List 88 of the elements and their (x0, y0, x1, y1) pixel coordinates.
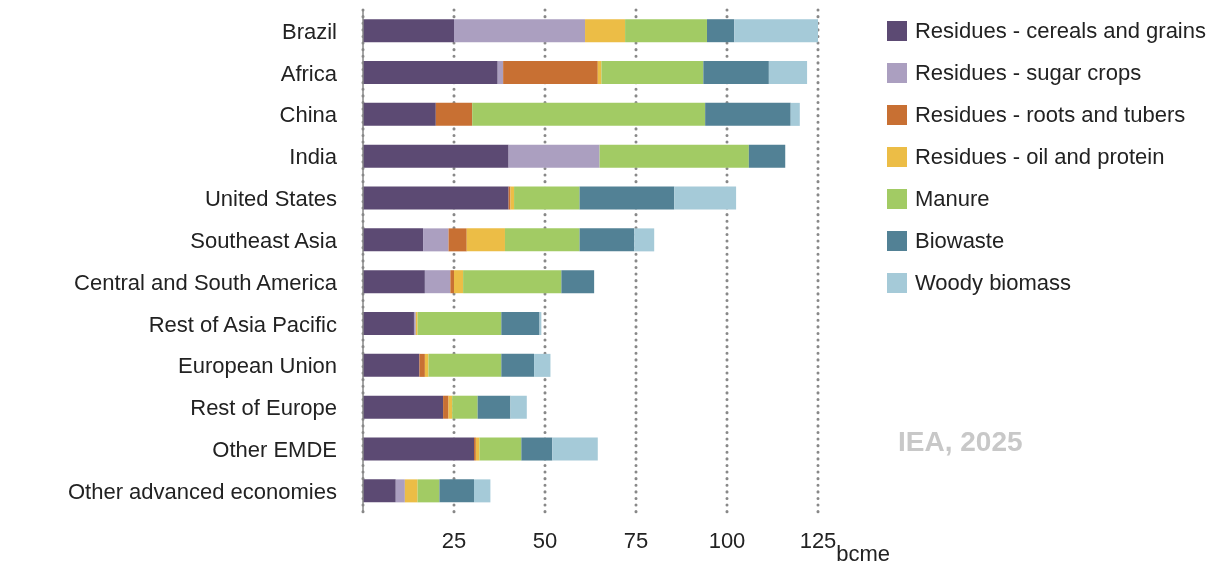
y-tick-label: India (289, 144, 338, 170)
bar (395, 479, 405, 503)
bar (501, 312, 540, 336)
legend-label: Woody biomass (914, 269, 1072, 297)
y-tick-label: Other EMDE (212, 437, 337, 463)
bar (479, 437, 522, 461)
bar (363, 19, 454, 43)
bar (497, 61, 504, 85)
bar (417, 312, 502, 336)
y-tick-label: Rest of Europe (190, 395, 337, 421)
y-tick-label: Central and South America (74, 269, 338, 295)
bar (452, 395, 478, 419)
bar (477, 395, 511, 419)
bar (363, 395, 444, 419)
bar (503, 61, 598, 85)
x-tick-label: 100 (708, 527, 746, 553)
bar (363, 312, 414, 336)
x-axis-title: bcme (836, 541, 890, 562)
bar (439, 479, 475, 503)
bar (363, 61, 498, 85)
bar (474, 479, 491, 503)
bar (510, 186, 515, 210)
bar (466, 228, 505, 252)
bar (599, 144, 749, 168)
bar (748, 144, 786, 168)
legend-label: Residues - sugar crops (914, 59, 1142, 87)
bar (363, 102, 436, 126)
bar (454, 19, 586, 43)
legend-label: Residues - cereals and grains (914, 17, 1206, 45)
bar (363, 228, 424, 252)
bar (424, 353, 429, 377)
bar (363, 353, 420, 377)
bar (419, 353, 425, 377)
bar (417, 479, 440, 503)
y-tick-label: United States (204, 186, 337, 212)
bar (501, 353, 535, 377)
bar (423, 228, 449, 252)
bar (768, 61, 808, 85)
bar (561, 270, 595, 294)
bar (601, 61, 704, 85)
bar (448, 228, 467, 252)
x-tick-label: 50 (532, 527, 558, 553)
bar (443, 395, 449, 419)
bar (363, 479, 396, 503)
y-tick-label: China (279, 102, 338, 128)
bar (634, 228, 655, 252)
bar (504, 228, 580, 252)
x-tick-label: 125 (799, 527, 837, 553)
legend-label: Manure (914, 185, 990, 213)
legend-label: Residues - oil and protein (914, 143, 1165, 171)
bar (363, 186, 509, 210)
bar (734, 19, 818, 43)
bar (510, 395, 527, 419)
bar (363, 270, 425, 294)
bar (705, 102, 791, 126)
bar (579, 186, 675, 210)
bar (521, 437, 553, 461)
bar (579, 228, 635, 252)
bar (508, 144, 600, 168)
bar (514, 186, 580, 210)
bar (703, 61, 769, 85)
bar (463, 270, 562, 294)
legend-label: Residues - roots and tubers (914, 101, 1186, 129)
bar (450, 270, 454, 294)
bar (790, 102, 800, 126)
bar (706, 19, 735, 43)
bar (363, 144, 509, 168)
bar (363, 437, 475, 461)
bar (428, 353, 502, 377)
y-tick-label: Rest of Asia Pacific (148, 311, 337, 337)
x-tick-label: 75 (623, 527, 649, 553)
y-tick-label: Other advanced economies (67, 478, 337, 504)
bar (404, 479, 418, 503)
x-tick-label: 25 (441, 527, 467, 553)
y-tick-label: Southeast Asia (190, 227, 338, 253)
bar (625, 19, 707, 43)
y-tick-label: Africa (280, 60, 338, 86)
bar (585, 19, 626, 43)
bar (552, 437, 598, 461)
bar (424, 270, 451, 294)
bar (472, 102, 706, 126)
bar (534, 353, 551, 377)
y-tick-label: Brazil (281, 18, 337, 44)
bar (435, 102, 473, 126)
legend-label: Biowaste (914, 227, 1005, 255)
y-tick-label: European Union (177, 353, 337, 379)
bar (454, 270, 464, 294)
bar (674, 186, 737, 210)
